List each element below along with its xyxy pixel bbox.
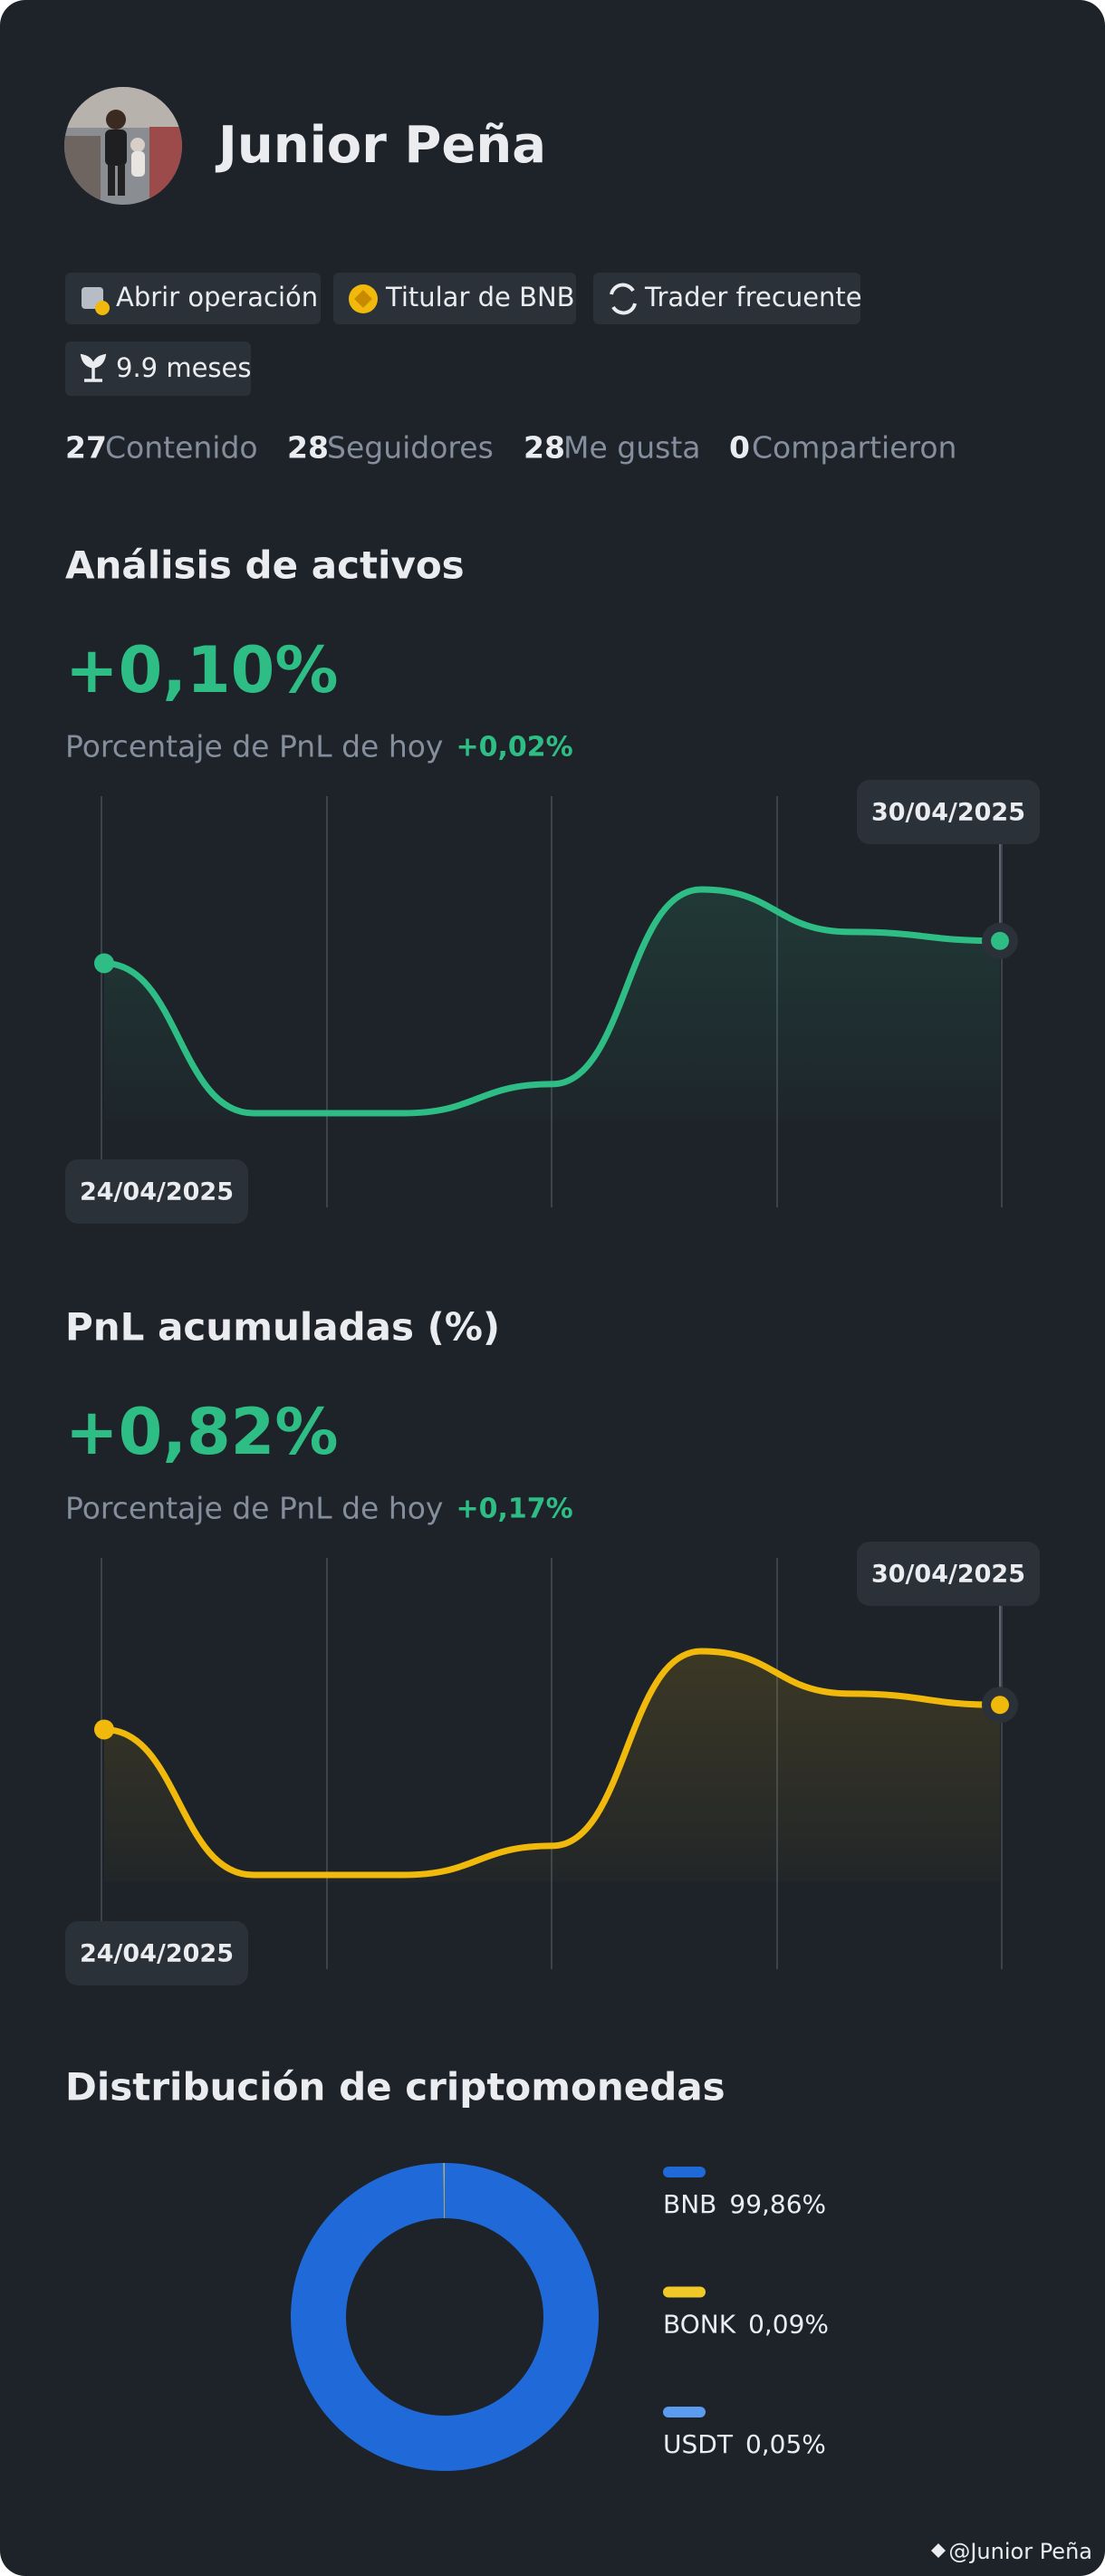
- area: [104, 889, 1000, 1120]
- section-title: Distribución de criptomonedas: [65, 2065, 725, 2110]
- change-value: +0,02%: [456, 732, 572, 764]
- date-tag: [65, 1921, 248, 1985]
- badge: 9.9 meses: [65, 341, 252, 396]
- point: [94, 953, 114, 974]
- stat-label: Compartieron: [752, 430, 956, 466]
- legend-label: BONK: [663, 2310, 736, 2340]
- donut-slice: [291, 2162, 600, 2472]
- badge: Abrir operación: [65, 273, 321, 324]
- legend-value: 0,05%: [745, 2429, 826, 2459]
- stat-count: 28: [287, 430, 329, 466]
- date-label: 30/04/2025: [871, 799, 1025, 827]
- legend-swatch: [663, 2286, 706, 2298]
- donut-slice: [443, 2163, 445, 2219]
- stat-count: 27: [65, 430, 107, 466]
- headline-value: +0,10%: [65, 633, 339, 707]
- watermark: @Junior Peña: [948, 2539, 1092, 2564]
- legend-label: BNB: [663, 2189, 716, 2219]
- subtitle: Porcentaje de PnL de hoy: [65, 729, 443, 764]
- line: [101, 1648, 1004, 1879]
- stat-label: Me gusta: [563, 430, 700, 466]
- legend-swatch: [663, 2407, 706, 2417]
- date-tag: [65, 1159, 248, 1224]
- date-label: 24/04/2025: [80, 1178, 234, 1206]
- point: [991, 931, 1009, 950]
- legend-value: 0,09%: [748, 2310, 829, 2340]
- stat-label: Contenido: [105, 430, 258, 466]
- badge: Trader frecuente: [593, 273, 862, 324]
- badge-label: 9.9 meses: [116, 352, 252, 383]
- line: [101, 886, 1004, 1117]
- badge-label: Abrir operación: [116, 282, 318, 312]
- headline-value: +0,82%: [65, 1395, 339, 1469]
- stat-count: 0: [729, 430, 750, 466]
- date-tag: [857, 1542, 1040, 1606]
- badge-label: Trader frecuente: [644, 282, 862, 312]
- date-label: 30/04/2025: [871, 1561, 1025, 1589]
- date-label: 24/04/2025: [80, 1940, 234, 1968]
- legend-value: 99,86%: [729, 2189, 826, 2219]
- change-value: +0,17%: [456, 1494, 572, 1525]
- logo: [931, 2543, 946, 2558]
- point: [94, 1719, 114, 1740]
- badge: Titular de BNB: [333, 273, 576, 324]
- badge-label: Titular de BNB: [385, 282, 575, 312]
- area: [104, 1651, 1000, 1882]
- legend-swatch: [663, 2167, 706, 2177]
- stat-count: 28: [524, 430, 565, 466]
- section-title: PnL acumuladas (%): [65, 1305, 500, 1350]
- legend-label: USDT: [663, 2429, 734, 2459]
- subtitle: Porcentaje de PnL de hoy: [65, 1491, 443, 1526]
- stat-label: Seguidores: [327, 430, 494, 466]
- date-tag: [857, 780, 1040, 844]
- point: [991, 1696, 1009, 1715]
- donut-slice: [444, 2163, 445, 2219]
- profile-name: Junior Peña: [215, 116, 546, 175]
- section-title: Análisis de activos: [65, 543, 465, 588]
